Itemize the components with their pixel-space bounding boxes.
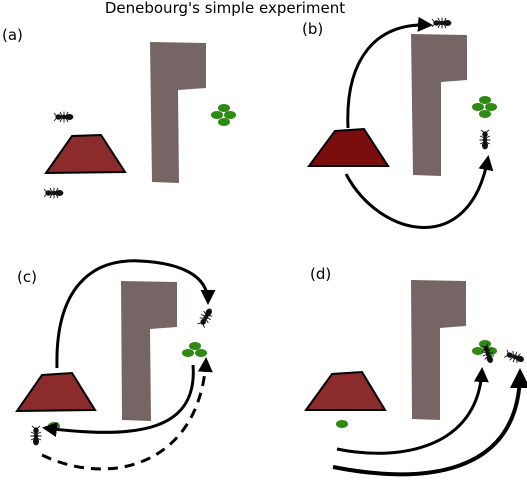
obstacle bbox=[411, 34, 467, 176]
panel-a: (a) bbox=[2, 26, 236, 199]
obstacle bbox=[411, 280, 466, 420]
obstacle bbox=[121, 281, 177, 421]
ant-icon bbox=[53, 111, 74, 123]
food-crumb bbox=[336, 420, 348, 428]
nest bbox=[307, 127, 390, 167]
ant-icon bbox=[431, 17, 452, 29]
ant-icon bbox=[195, 306, 216, 329]
ant-path-return bbox=[42, 364, 195, 437]
panel-label-d: (d) bbox=[310, 265, 331, 283]
ant-icon bbox=[479, 129, 491, 150]
panel-label-b: (b) bbox=[302, 20, 323, 38]
ant-path-bottom bbox=[344, 155, 494, 229]
ant-path-top bbox=[55, 259, 216, 369]
panel-b: (b) bbox=[302, 16, 497, 229]
panel-label-a: (a) bbox=[2, 26, 23, 44]
panel-c: (c) bbox=[15, 259, 216, 471]
ant-icon bbox=[43, 187, 64, 199]
panel-label-c: (c) bbox=[17, 268, 37, 286]
ant-path-top bbox=[346, 16, 433, 129]
food-pile bbox=[182, 342, 207, 357]
food-pile bbox=[472, 96, 497, 118]
nest bbox=[15, 371, 97, 413]
nest bbox=[44, 133, 127, 175]
ant-path-inner bbox=[336, 367, 489, 455]
ant-icon bbox=[30, 425, 42, 446]
ant-icon bbox=[503, 347, 526, 366]
ant-path-outer bbox=[332, 368, 527, 477]
diagram-title: Denebourg's simple experiment bbox=[105, 0, 345, 17]
panel-d: (d) bbox=[304, 265, 527, 477]
obstacle bbox=[150, 42, 206, 183]
nest bbox=[304, 370, 387, 411]
food-pile bbox=[211, 104, 236, 126]
ant-path-dashed bbox=[41, 357, 213, 471]
